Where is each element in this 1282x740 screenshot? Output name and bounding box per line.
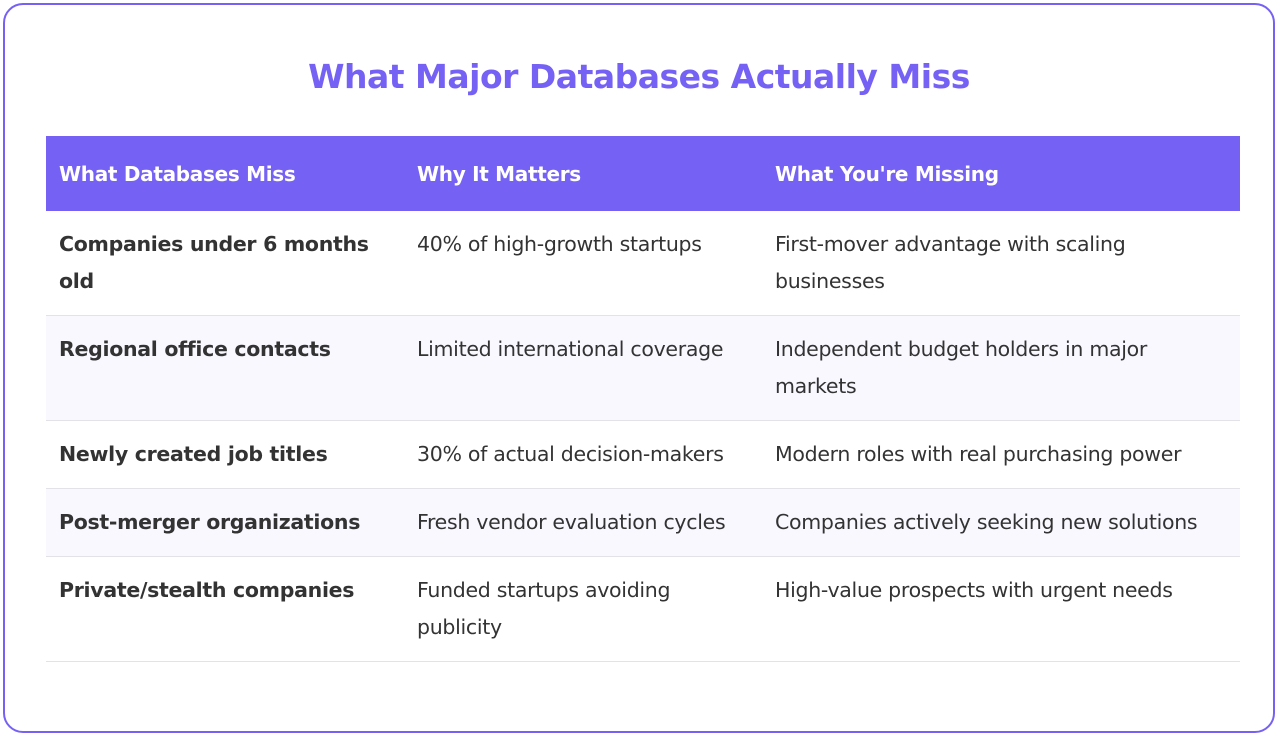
cell-reason: 40% of high-growth startups [404,211,762,316]
content-card: What Major Databases Actually Miss What … [3,3,1275,733]
table-row: Regional office contacts Limited interna… [46,315,1240,421]
table-row: Private/stealth companies Funded startup… [46,556,1240,662]
cell-gap: Post-merger organizations [46,488,404,557]
cell-reason: 30% of actual decision-makers [404,420,762,489]
cell-missing: Modern roles with real purchasing power [762,420,1240,489]
cell-reason: Funded startups avoiding publicity [404,556,762,662]
header-what-databases-miss: What Databases Miss [59,161,296,186]
cell-gap: Companies under 6 months old [46,211,404,316]
table-row: Newly created job titles 30% of actual d… [46,420,1240,489]
cell-gap: Private/stealth companies [46,556,404,662]
cell-gap: Newly created job titles [46,420,404,489]
cell-missing: Companies actively seeking new solutions [762,488,1240,557]
cell-gap: Regional office contacts [46,315,404,421]
cell-missing: Independent budget holders in major mark… [762,315,1240,421]
cell-reason: Fresh vendor evaluation cycles [404,488,762,557]
comparison-table: What Databases Miss Why It Matters What … [46,136,1240,662]
table-header-row: What Databases Miss Why It Matters What … [46,136,1240,211]
cell-missing: First-mover advantage with scaling busin… [762,211,1240,316]
cell-reason: Limited international coverage [404,315,762,421]
cell-missing: High-value prospects with urgent needs [762,556,1240,662]
table-row: Companies under 6 months old 40% of high… [46,211,1240,316]
table-row: Post-merger organizations Fresh vendor e… [46,488,1240,557]
header-why-it-matters: Why It Matters [417,161,581,186]
header-what-youre-missing: What You're Missing [775,161,999,186]
page-title: What Major Databases Actually Miss [308,57,970,96]
